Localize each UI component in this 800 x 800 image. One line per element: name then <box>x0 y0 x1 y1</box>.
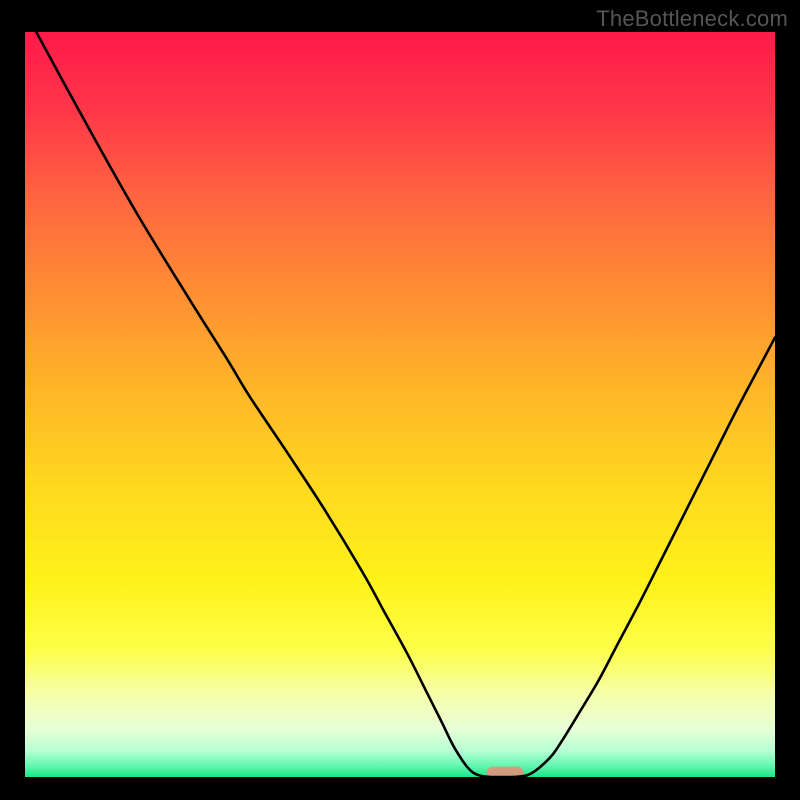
frame-border-left <box>0 0 25 800</box>
watermark-text: TheBottleneck.com <box>596 6 788 32</box>
frame-border-right <box>775 0 800 800</box>
gradient-background <box>25 32 775 777</box>
chart-frame: TheBottleneck.com <box>0 0 800 800</box>
bottleneck-curve-chart <box>0 0 800 800</box>
frame-border-bottom <box>0 777 800 800</box>
